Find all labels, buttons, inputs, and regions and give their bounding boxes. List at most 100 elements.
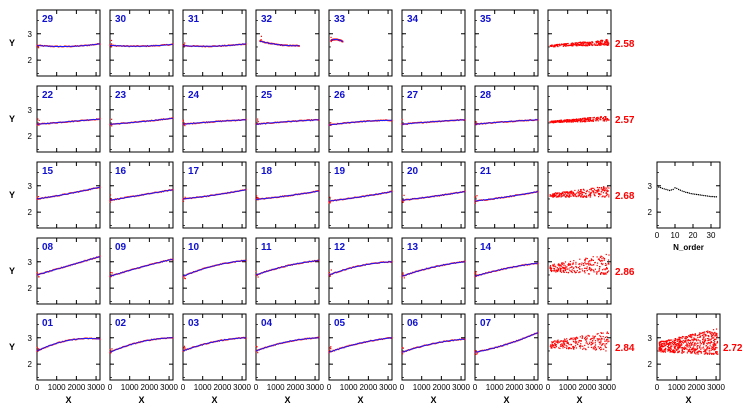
- data-point: [603, 273, 605, 275]
- data-point: [257, 276, 259, 278]
- data-point: [568, 346, 570, 349]
- data-point: [661, 349, 663, 351]
- data-point: [566, 45, 568, 47]
- data-point: [571, 271, 573, 274]
- data-point: [672, 344, 675, 346]
- data-point: [602, 272, 604, 274]
- data-point: [694, 342, 696, 344]
- data-point: [712, 333, 715, 335]
- data-point: [605, 273, 607, 275]
- data-point: [691, 333, 694, 335]
- data-point: [584, 270, 586, 272]
- data-point: [558, 119, 560, 122]
- data-point: [579, 195, 581, 197]
- data-point: [663, 350, 665, 352]
- data-point: [551, 343, 553, 345]
- panel-frame: [474, 237, 539, 305]
- data-point: [667, 348, 669, 351]
- data-point: [716, 342, 718, 344]
- data-point: [658, 344, 661, 347]
- data-point: [604, 195, 606, 197]
- data-point: [558, 194, 561, 196]
- data-point: [715, 350, 717, 353]
- data-point: [588, 118, 590, 120]
- data-point: [574, 44, 576, 46]
- data-point: [592, 117, 594, 119]
- data-point: [575, 261, 577, 263]
- data-point: [704, 351, 706, 353]
- data-point: [662, 340, 664, 342]
- data-point: [551, 341, 553, 344]
- data-point: [669, 342, 671, 344]
- data-point: [575, 195, 577, 198]
- data-point: [329, 347, 331, 349]
- data-point: [553, 346, 556, 349]
- data-point: [602, 116, 605, 119]
- data-point: [598, 258, 600, 260]
- panel-label: 26: [334, 90, 346, 101]
- data-point: [674, 347, 676, 349]
- data-point: [570, 121, 573, 123]
- data-point: [566, 266, 568, 268]
- data-point: [567, 120, 569, 122]
- data-point: [673, 341, 675, 343]
- data-point: [707, 352, 709, 354]
- data-point: [576, 192, 578, 194]
- data-point: [554, 44, 556, 46]
- data-point: [591, 340, 594, 342]
- data-point: [565, 191, 567, 193]
- data-point: [700, 332, 702, 334]
- data-point: [669, 350, 671, 352]
- data-point: [549, 267, 551, 269]
- panel-26: 26: [328, 85, 393, 153]
- data-point: [553, 346, 555, 348]
- x-axis-label: X: [211, 395, 217, 405]
- data-point: [474, 272, 477, 275]
- x-tick-label: 3000: [233, 383, 251, 392]
- n-order-point: [672, 188, 674, 191]
- data-point: [697, 352, 699, 354]
- data-point: [563, 44, 565, 46]
- data-point: [588, 260, 590, 262]
- data-point: [562, 343, 564, 345]
- data-point: [596, 191, 599, 193]
- panel-frame: [401, 313, 466, 381]
- panel-14: 14: [474, 237, 539, 305]
- data-point: [607, 119, 609, 121]
- data-point: [595, 190, 597, 192]
- data-point: [713, 342, 715, 345]
- data-point: [591, 187, 593, 189]
- data-point: [604, 346, 607, 348]
- data-point: [690, 335, 692, 337]
- data-point: [572, 339, 574, 341]
- data-point: [593, 117, 595, 119]
- data-point: [581, 119, 583, 122]
- data-point: [680, 344, 682, 346]
- data-point: [556, 120, 558, 122]
- data-point: [692, 347, 695, 349]
- data-point: [586, 257, 588, 260]
- data-point: [696, 339, 698, 341]
- data-point: [593, 192, 595, 194]
- data-point: [578, 194, 580, 197]
- data-point: [563, 344, 565, 346]
- data-point: [713, 341, 715, 344]
- data-point: [706, 352, 708, 354]
- data-point: [566, 195, 568, 198]
- data-point: [584, 337, 586, 340]
- data-point: [591, 264, 593, 266]
- data-point: [669, 351, 671, 353]
- data-point: [600, 342, 602, 344]
- data-point: [706, 346, 709, 349]
- data-point: [575, 347, 578, 349]
- data-point: [606, 195, 608, 197]
- data-point: [568, 193, 570, 195]
- x-tick-label: 10: [671, 231, 680, 240]
- data-point: [715, 352, 717, 354]
- panel-frame: [255, 161, 320, 229]
- data-point: [578, 271, 580, 274]
- data-point: [569, 347, 571, 349]
- fit-line: [182, 119, 247, 125]
- data-point: [573, 347, 575, 349]
- data-point: [603, 196, 606, 198]
